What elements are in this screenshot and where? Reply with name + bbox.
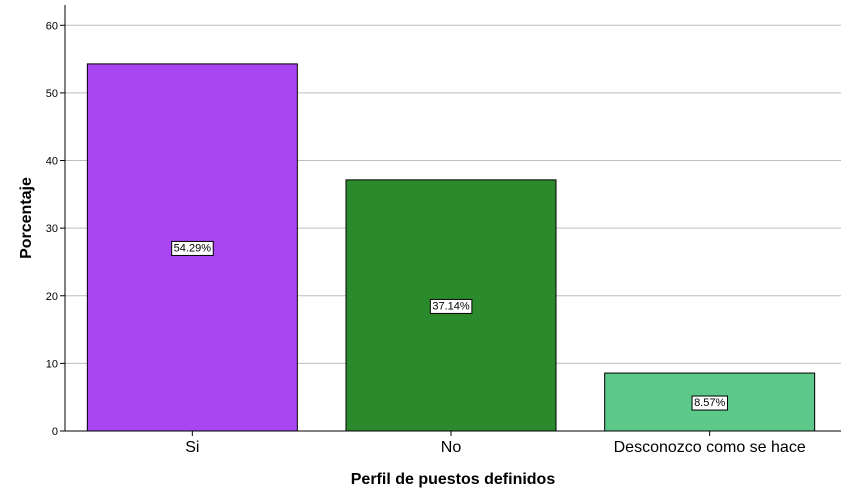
y-tick-label: 60 xyxy=(46,20,58,32)
data-label: 8.57% xyxy=(694,397,725,409)
x-axis-categories: Si No Desconozco como se hace xyxy=(185,431,806,456)
y-tick-label: 30 xyxy=(46,223,58,235)
data-label: 37.14% xyxy=(432,300,470,312)
data-label-box xyxy=(691,395,728,411)
y-tick-label: 40 xyxy=(46,156,58,168)
bars: 54.29% 37.14% 8.57% xyxy=(86,63,816,432)
data-label: 54.29% xyxy=(174,242,212,254)
y-tick-label: 20 xyxy=(46,291,58,303)
x-category-label: Desconozco como se hace xyxy=(614,439,806,456)
x-axis-title: Perfil de puestos definidos xyxy=(351,471,556,488)
x-category-label: Si xyxy=(185,439,199,456)
y-tick-label: 10 xyxy=(46,358,58,370)
x-category-label: No xyxy=(441,439,462,456)
y-tick-label: 0 xyxy=(52,426,58,438)
y-tick-label: 50 xyxy=(46,88,58,100)
y-axis-ticks: 0 10 20 30 40 50 60 xyxy=(46,20,65,438)
data-label-box xyxy=(171,240,214,256)
data-label-box xyxy=(429,298,473,314)
y-axis-title: Porcentaje xyxy=(18,177,35,259)
